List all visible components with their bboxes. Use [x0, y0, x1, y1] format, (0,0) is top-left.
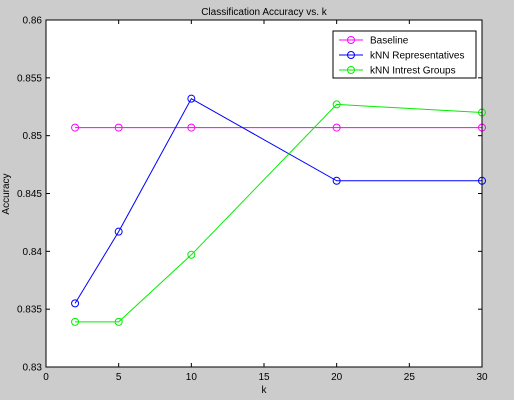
- x-tick-label: 5: [116, 372, 122, 383]
- y-tick-label: 0.855: [17, 73, 42, 84]
- legend-label: kNN Representatives: [370, 51, 464, 62]
- legend-marker: [347, 36, 355, 44]
- x-tick-label: 10: [186, 372, 198, 383]
- legend-marker: [347, 51, 355, 59]
- chart-title: Classification Accuracy vs. k: [201, 7, 328, 18]
- x-tick-label: 0: [43, 372, 49, 383]
- data-point: [187, 123, 196, 132]
- data-point: [114, 317, 123, 326]
- y-tick-label: 0.83: [23, 363, 43, 374]
- series-line: [75, 103, 483, 323]
- x-axis-label: k: [262, 385, 268, 396]
- y-tick-label: 0.86: [23, 16, 43, 27]
- ticks-layer: 0 5 10 15 20 25 30 0.83 0.835 0.84 0.845 0.85 0.855 0…: [17, 16, 488, 384]
- data-point: [114, 227, 123, 236]
- data-point: [332, 123, 341, 132]
- data-point: [332, 176, 341, 185]
- data-point: [187, 250, 196, 259]
- x-tick-label: 15: [258, 372, 270, 383]
- y-axis-label: Accuracy: [1, 173, 12, 214]
- data-point: [71, 123, 80, 132]
- data-point: [332, 100, 341, 109]
- legend-entry: Baseline: [339, 36, 409, 47]
- legend-entry: kNN Intrest Groups: [339, 66, 456, 77]
- data-point: [71, 299, 80, 308]
- series-layer: [71, 94, 486, 326]
- legend: Baseline kNN Representatives kNN Intrest G…: [332, 30, 477, 79]
- legend-marker: [347, 66, 355, 74]
- y-tick-label: 0.835: [17, 305, 42, 316]
- data-point: [71, 317, 80, 326]
- legend-items: Baseline kNN Representatives kNN Intrest G…: [339, 36, 464, 77]
- x-tick-label: 20: [331, 372, 343, 383]
- data-point: [114, 123, 123, 132]
- y-tick-label: 0.84: [23, 247, 43, 258]
- y-tick-label: 0.845: [17, 189, 42, 200]
- legend-label: kNN Intrest Groups: [370, 66, 456, 77]
- data-point: [187, 94, 196, 103]
- x-tick-label: 25: [404, 372, 416, 383]
- legend-entry: kNN Representatives: [339, 51, 464, 62]
- series-line: [74, 97, 482, 304]
- legend-label: Baseline: [370, 36, 409, 47]
- x-tick-label: 30: [476, 372, 488, 383]
- y-tick-label: 0.85: [23, 131, 43, 142]
